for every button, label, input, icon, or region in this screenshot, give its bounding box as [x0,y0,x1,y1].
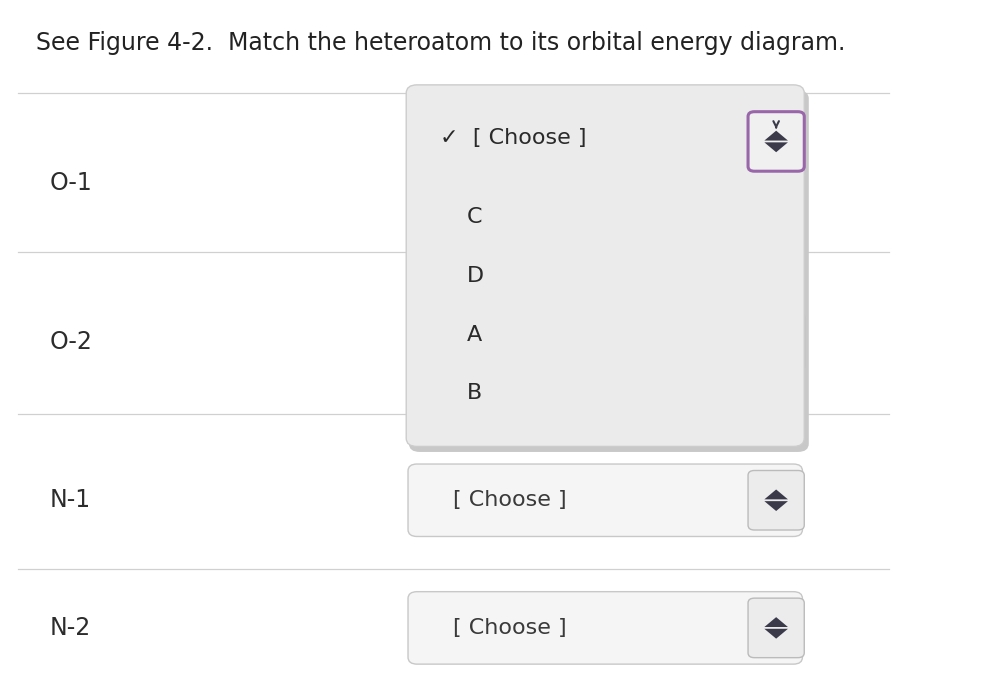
FancyBboxPatch shape [408,592,802,664]
Polygon shape [765,501,788,511]
Polygon shape [765,331,788,341]
Text: C: C [467,208,482,227]
FancyBboxPatch shape [748,112,804,171]
FancyBboxPatch shape [748,598,804,658]
Text: D: D [467,266,484,286]
Polygon shape [765,489,788,500]
FancyBboxPatch shape [748,471,804,530]
Text: See Figure 4-2.  Match the heteroatom to its orbital energy diagram.: See Figure 4-2. Match the heteroatom to … [36,31,845,55]
Text: [ Choose ]: [ Choose ] [454,491,567,510]
Polygon shape [765,629,788,639]
Polygon shape [765,617,788,627]
Text: [ Choose ]: [ Choose ] [454,618,567,638]
FancyBboxPatch shape [409,90,809,452]
Text: N-2: N-2 [50,616,92,640]
Text: A: A [467,325,482,344]
FancyBboxPatch shape [408,464,802,537]
Polygon shape [765,342,788,353]
Text: ✓  [ Choose ]: ✓ [ Choose ] [440,128,586,148]
Polygon shape [765,142,788,152]
FancyBboxPatch shape [406,85,804,446]
Text: B: B [467,384,482,403]
Text: O-1: O-1 [50,171,92,195]
Text: O-2: O-2 [50,330,92,353]
FancyBboxPatch shape [748,312,804,371]
Polygon shape [765,130,788,141]
Text: N-1: N-1 [50,489,91,512]
